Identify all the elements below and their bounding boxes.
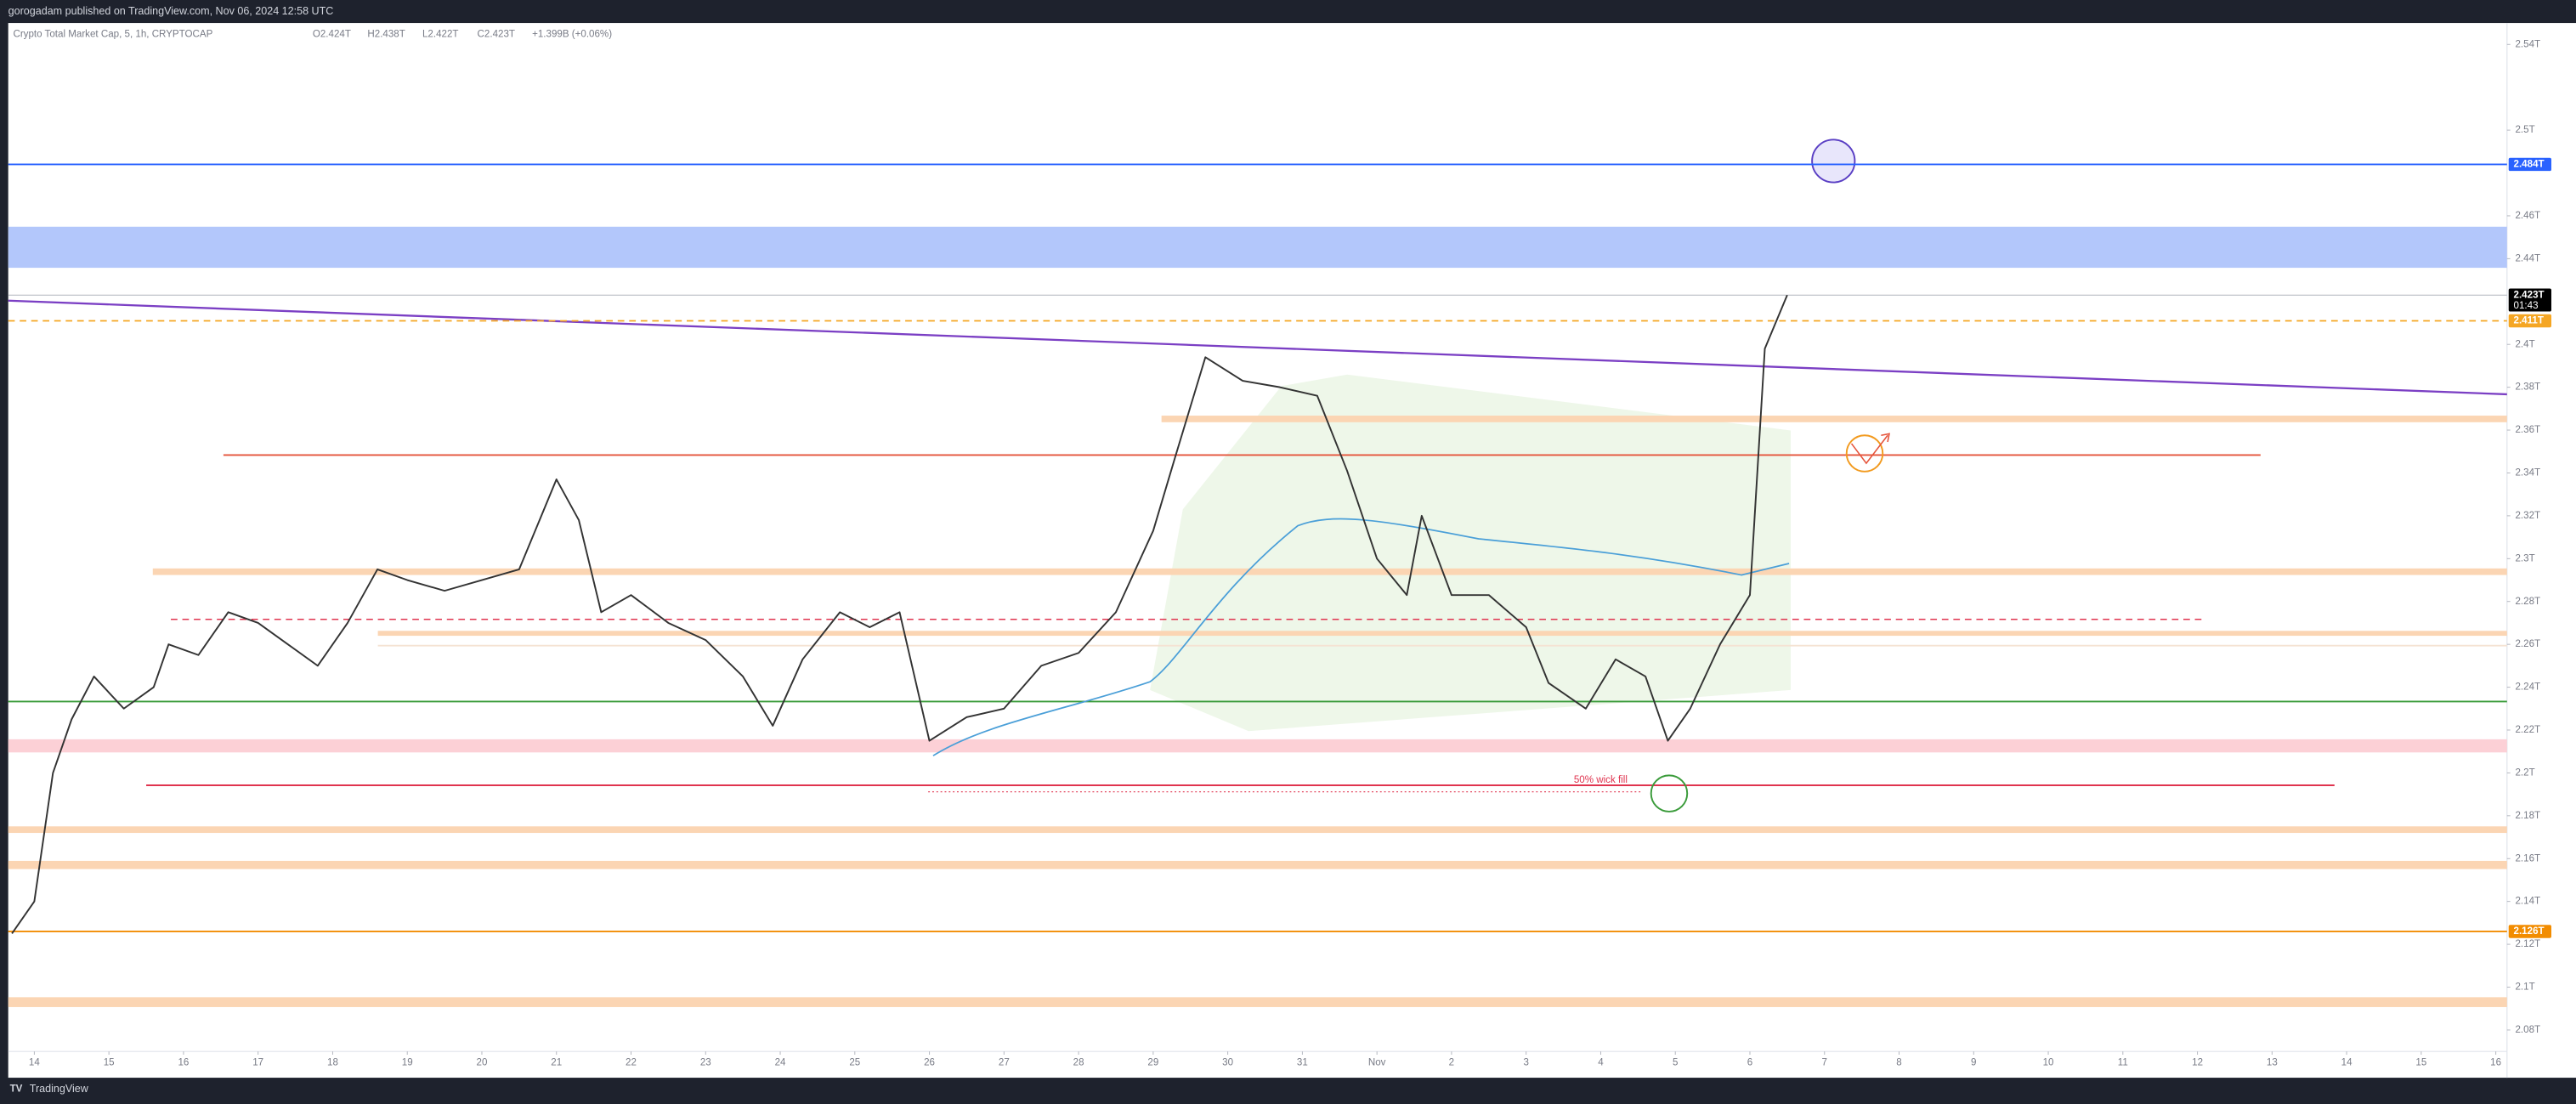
y-tick-label: 2.08T	[2515, 1025, 2540, 1035]
legend-title: Crypto Total Market Cap, 5, 1h, CRYPTOCA…	[13, 30, 212, 40]
x-tick-label: 10	[2043, 1058, 2054, 1068]
target-circle	[1811, 139, 1856, 184]
level-band	[8, 997, 2507, 1007]
price-tag	[2508, 314, 2552, 328]
y-tick-label: 2.28T	[2515, 597, 2540, 607]
x-tick-label: 28	[1073, 1058, 1084, 1068]
level-band	[152, 568, 2507, 575]
x-tick-label: 14	[2341, 1058, 2352, 1068]
y-tick-label: 2.54T	[2515, 39, 2540, 49]
x-tick-label: 3	[1523, 1058, 1528, 1068]
y-tick-label: 2.34T	[2515, 468, 2540, 478]
moving-average	[932, 518, 1790, 756]
y-tick-label: 2.18T	[2515, 811, 2540, 821]
x-tick-label: 11	[2118, 1058, 2128, 1068]
price-tag-label: 2.411T	[2514, 316, 2544, 326]
y-tick-label: 2.46T	[2515, 211, 2540, 221]
drawings: 50% wick fill	[8, 139, 2507, 1007]
x-tick-label: 15	[2415, 1058, 2426, 1068]
level-band	[8, 739, 2507, 753]
x-tick-label: 2	[1449, 1058, 1454, 1068]
x-tick-label: 17	[252, 1058, 263, 1068]
y-tick-label: 2.22T	[2515, 725, 2540, 735]
x-tick-label: 20	[477, 1058, 488, 1068]
x-tick-label: 23	[700, 1058, 711, 1068]
x-tick-label: 15	[104, 1058, 115, 1068]
y-tick-label: 2.32T	[2515, 511, 2540, 521]
legend: Crypto Total Market Cap, 5, 1h, CRYPTOCA…	[13, 30, 612, 40]
x-tick-label: 5	[1673, 1058, 1678, 1068]
annotation: 50% wick fill	[1574, 775, 1628, 785]
y-tick-label: 2.4T	[2515, 339, 2534, 349]
header-title: gorogadam published on TradingView.com, …	[8, 5, 334, 17]
x-tick-label: 18	[327, 1058, 338, 1068]
y-tick-label: 2.38T	[2515, 382, 2540, 393]
price-tag-label: 2.484T	[2514, 160, 2545, 170]
price-tag	[2508, 925, 2552, 938]
legend-value: O2.424T	[313, 30, 351, 40]
check-arrow	[1850, 433, 1890, 465]
x-tick-label: 19	[402, 1058, 413, 1068]
x-tick-label: 29	[1147, 1058, 1158, 1068]
x-tick-label: 14	[29, 1058, 40, 1068]
legend-value: L2.422T	[422, 30, 459, 40]
marker-circle	[1845, 434, 1884, 473]
price-tag	[2508, 288, 2552, 312]
x-tick-label: 16	[2490, 1058, 2501, 1068]
y-tick-label: 2.14T	[2515, 897, 2540, 907]
legend-value: C2.423T	[478, 30, 515, 40]
resistance-zone	[8, 226, 2507, 269]
price-tag-label: 2.126T	[2514, 926, 2545, 937]
x-tick-label: 25	[849, 1058, 860, 1068]
x-tick-label: 22	[626, 1058, 637, 1068]
x-tick-label: 7	[1822, 1058, 1827, 1068]
legend-value: +1.399B (+0.06%)	[532, 30, 612, 40]
price-tag-label: 2.423T	[2514, 290, 2545, 300]
price-line-series	[11, 294, 1788, 935]
footer-brand: TradingView	[30, 1083, 89, 1095]
x-tick-label: 12	[2192, 1058, 2203, 1068]
x-tick-label: 4	[1598, 1058, 1604, 1068]
price-tag	[2508, 157, 2552, 172]
x-tick-label: 8	[1896, 1058, 1901, 1068]
y-tick-label: 2.16T	[2515, 853, 2540, 863]
countdown: 01:43	[2514, 301, 2539, 311]
y-tick-label: 2.44T	[2515, 253, 2540, 263]
legend-value: H2.438T	[367, 30, 405, 40]
shaded-region	[1150, 374, 1792, 732]
x-tick-label: 9	[1971, 1058, 1976, 1068]
y-tick-label: 2.1T	[2515, 982, 2534, 993]
y-tick-label: 2.2T	[2515, 767, 2534, 778]
footer-logo: TV	[10, 1084, 23, 1095]
x-tick-label: 21	[551, 1058, 562, 1068]
x-tick-label: 31	[1297, 1058, 1308, 1068]
y-tick-label: 2.36T	[2515, 425, 2540, 435]
level-band	[377, 631, 2507, 637]
trend-line	[8, 299, 2507, 396]
x-tick-label: 6	[1747, 1058, 1752, 1068]
level-band	[8, 826, 2507, 834]
y-tick-label: 2.24T	[2515, 682, 2540, 693]
y-tick-label: 2.3T	[2515, 553, 2534, 563]
level-band	[1161, 416, 2507, 422]
marker-circle	[1650, 774, 1689, 812]
x-tick-label: 27	[999, 1058, 1010, 1068]
x-tick-label: 16	[178, 1058, 189, 1068]
level-band	[8, 860, 2507, 869]
x-tick-label: 26	[924, 1058, 935, 1068]
x-tick-label: 30	[1222, 1058, 1233, 1068]
y-tick-label: 2.5T	[2515, 125, 2534, 135]
x-tick-label: 13	[2267, 1058, 2278, 1068]
x-tick-label: Nov	[1368, 1058, 1386, 1068]
x-tick-label: 24	[775, 1058, 786, 1068]
y-tick-label: 2.12T	[2515, 939, 2540, 949]
y-tick-label: 2.26T	[2515, 639, 2540, 649]
